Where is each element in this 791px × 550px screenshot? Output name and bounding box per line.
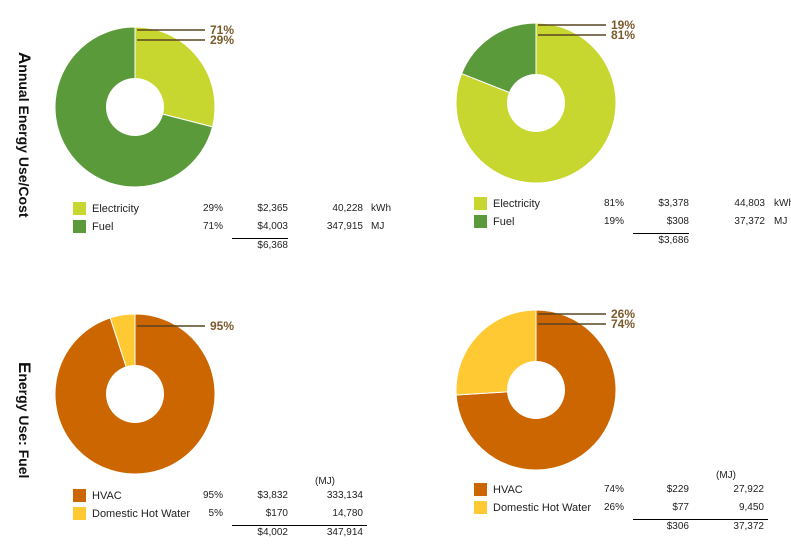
legend-swatch [73,507,86,520]
legend-unit: kWh [774,198,791,209]
total-cost: $6,368 [257,240,288,251]
callout-percent-label: 26% [611,307,635,321]
legend-amount: 27,922 [733,484,764,495]
donut-hole [106,78,164,136]
legend-percent: 26% [603,502,624,513]
amount-unit-header: (MJ) [315,476,335,487]
total-rule [633,519,768,520]
legend-swatch [73,202,86,215]
total-rule [232,525,367,526]
legend-cost: $77 [672,502,689,513]
legend-label: HVAC [493,484,523,496]
donut-chart: 71%29% [54,23,234,188]
amount-unit-header: (MJ) [716,470,736,481]
legend-row-electricity: Electricity 81% $3,378 44,803 kWh [474,196,791,212]
legend-row-hvac: HVAC 95% $3,832 333,134 [73,488,393,504]
legend-row-hvac: HVAC 74% $229 27,922 [474,482,791,498]
legend-swatch [474,215,487,228]
legend-percent: 74% [603,484,624,495]
chart-legend: Electricity 29% $2,365 40,228 kWh Fuel 71% $4,0… [73,201,393,261]
donut-hole [507,74,565,132]
callout-percent-label: 74% [611,317,635,331]
callout-percent-label: 29% [210,33,234,47]
chart-panel-electricity-fuel-a: 71% 29% Electricity 29% $2,365 40,228 kWh Fuel… [54,18,395,261]
legend-label: HVAC [92,490,122,502]
row-label-annual-energy-use-cost: Annual Energy Use/Cost [15,52,34,218]
legend-unit: MJ [371,221,385,232]
legend-row-domestic-hot-water: Domestic Hot Water 26% $77 9,450 [474,500,791,516]
legend-amount: 347,915 [326,221,363,232]
legend-row-fuel: Fuel 71% $4,003 347,915 MJ [73,219,393,235]
chart-panel-electricity-fuel-b: 19%81% Electricity81%$3,37844,803kWhFuel… [455,14,791,256]
chart-legend: (MJ) HVAC 95% $3,832 333,134 Domestic Hot Wat… [73,476,393,550]
legend-label: Fuel [493,216,515,228]
legend-cost: $170 [265,508,288,519]
callout-percent-label: 19% [611,18,635,32]
legend-amount: 333,134 [326,490,363,501]
legend-unit: MJ [774,216,788,227]
legend-percent: 81% [603,198,624,209]
total-cost: $4,002 [257,527,288,538]
legend-unit: kWh [371,203,391,214]
legend-cost: $308 [666,216,689,227]
legend-amount: 37,372 [734,216,765,227]
legend-percent: 19% [603,216,624,227]
row-label-energy-use-fuel: Energy Use: Fuel [15,362,34,479]
legend-label: Electricity [493,198,541,210]
legend-cost: $3,378 [658,198,689,209]
callout-percent-label: 81% [611,28,635,42]
legend-percent: 5% [208,508,223,519]
legend-label: Fuel [92,221,114,233]
donut-chart: 95% [54,313,234,475]
legend-row-fuel: Fuel 19% $308 37,372 MJ [474,214,791,230]
legend-label: Domestic Hot Water [92,508,191,520]
callout-percent-label: 71% [210,23,234,37]
legend-row-domestic-hot-water: Domestic Hot Water 5% $170 14,780 [73,506,393,522]
legend-row-electricity: Electricity 29% $2,365 40,228 kWh [73,201,393,217]
legend-percent: 95% [202,490,223,501]
total-rule [633,233,689,234]
legend-percent: 71% [202,221,223,232]
callout-percent-label: 95% [210,319,234,333]
legend-label: Electricity [92,203,140,215]
chart-panel-fuel-end-use-b: 26% 74% (MJ) HVAC 74% $229 27,922 Domestic Hot… [455,307,791,546]
legend-swatch [474,483,487,496]
legend-swatch [474,197,487,210]
chart-legend: Electricity 81% $3,378 44,803 kWh Fuel 19% $308… [474,196,791,256]
chart-panel-fuel-end-use-a: 95% (MJ) HVAC 95% $3,832 333,134 Domestic Hot… [54,313,395,550]
donut-hole [507,361,565,419]
donut-hole [106,365,164,423]
legend-amount: 44,803 [734,198,765,209]
total-amount: 37,372 [733,521,764,532]
legend-cost: $4,003 [257,221,288,232]
total-rule [232,238,288,239]
legend-amount: 14,780 [332,508,363,519]
legend-swatch [73,489,86,502]
chart-legend: (MJ) HVAC 74% $229 27,922 Domestic Hot Water 2… [474,470,791,544]
total-amount: 347,914 [326,527,363,538]
legend-cost: $2,365 [257,203,288,214]
donut-chart: 26%74% [455,307,635,471]
legend-cost: $229 [666,484,689,495]
legend-percent: 29% [202,203,223,214]
legend-amount: 40,228 [332,203,363,214]
donut-chart: 19%81% [455,18,635,184]
legend-swatch [73,220,86,233]
legend-label: Domestic Hot Water [493,502,592,514]
legend-swatch [474,501,487,514]
legend-cost: $3,832 [257,490,288,501]
legend-amount: 9,450 [738,502,764,513]
total-cost: $306 [666,521,689,532]
total-cost: $3,686 [658,235,689,246]
